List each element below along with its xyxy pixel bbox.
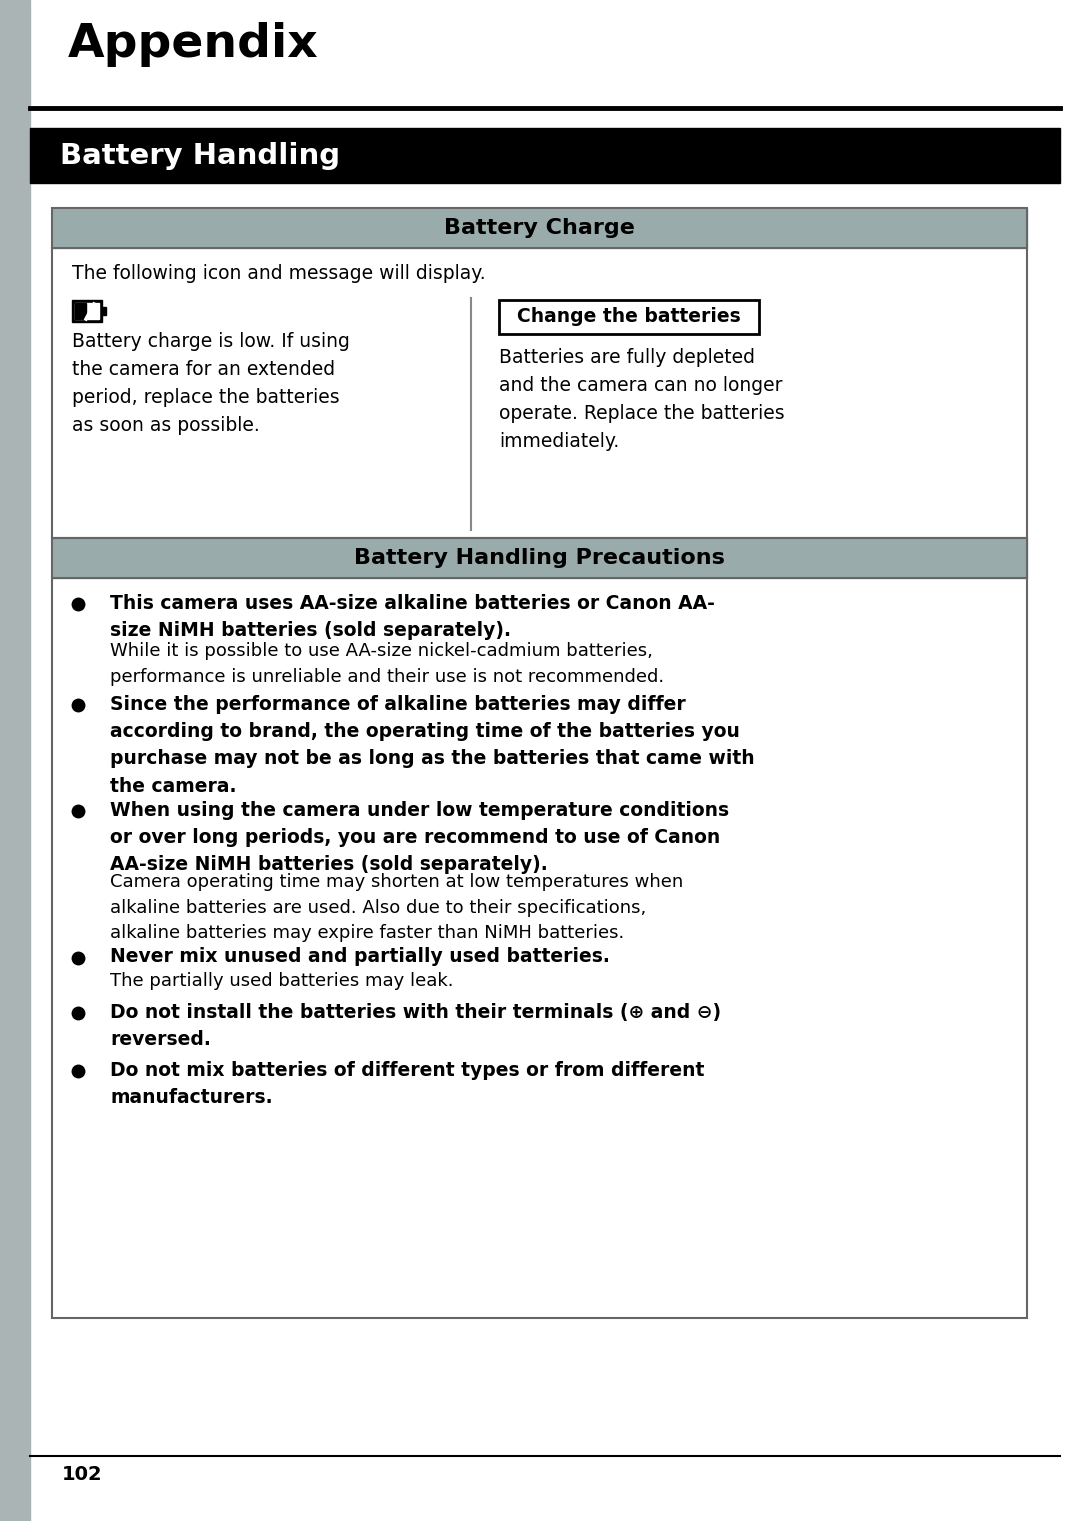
Text: This camera uses AA-size alkaline batteries or Canon AA-
size NiMH batteries (so: This camera uses AA-size alkaline batter… (110, 595, 715, 640)
Bar (52, 208, 1027, 248)
Text: Do not mix batteries of different types or from different
manufacturers.: Do not mix batteries of different types … (110, 1062, 704, 1107)
Bar (75, 303, 99, 319)
Bar (52, 538, 1027, 1319)
Text: Battery Handling: Battery Handling (60, 141, 340, 169)
Text: Battery charge is low. If using
the camera for an extended
period, replace the b: Battery charge is low. If using the came… (72, 332, 350, 435)
Bar (52, 208, 1027, 538)
Text: Never mix unused and partially used batteries.: Never mix unused and partially used batt… (110, 948, 610, 966)
Text: Battery Charge: Battery Charge (444, 218, 635, 237)
Text: The partially used batteries may leak.: The partially used batteries may leak. (110, 972, 454, 990)
Bar (0, 0, 30, 1521)
Bar (499, 300, 759, 335)
Text: Since the performance of alkaline batteries may differ
according to brand, the o: Since the performance of alkaline batter… (110, 695, 755, 795)
Text: Do not install the batteries with their terminals (⊕ and ⊖)
reversed.: Do not install the batteries with their … (110, 1002, 721, 1049)
Text: The following icon and message will display.: The following icon and message will disp… (72, 265, 486, 283)
Bar (30, 128, 1059, 183)
Text: Appendix: Appendix (68, 21, 319, 67)
Bar (72, 300, 102, 322)
Text: 102: 102 (62, 1466, 103, 1484)
Bar (102, 307, 106, 315)
Text: When using the camera under low temperature conditions
or over long periods, you: When using the camera under low temperat… (110, 802, 729, 875)
Bar (52, 538, 1027, 578)
Bar (75, 303, 85, 319)
Text: While it is possible to use AA-size nickel-cadmium batteries,
performance is unr: While it is possible to use AA-size nick… (110, 642, 664, 686)
Text: Change the batteries: Change the batteries (517, 307, 741, 327)
Text: Battery Handling Precautions: Battery Handling Precautions (354, 548, 725, 567)
Text: Batteries are fully depleted
and the camera can no longer
operate. Replace the b: Batteries are fully depleted and the cam… (499, 348, 785, 452)
Text: Camera operating time may shorten at low temperatures when
alkaline batteries ar: Camera operating time may shorten at low… (110, 873, 684, 943)
